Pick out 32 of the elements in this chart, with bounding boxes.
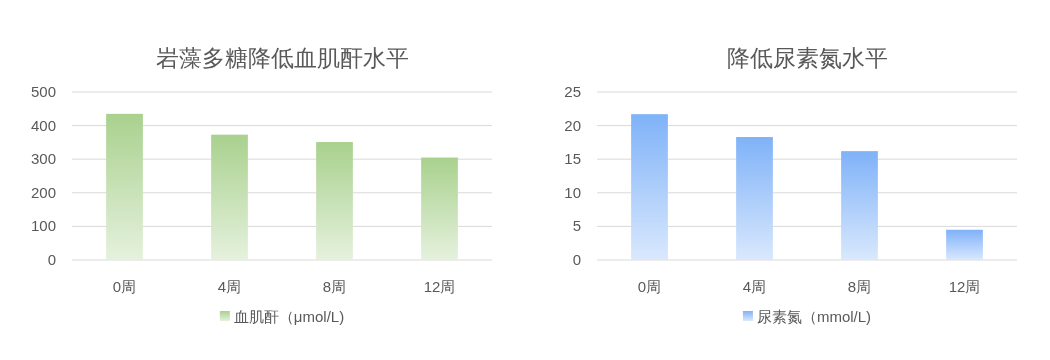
chart-title: 岩藻多糖降低血肌酐水平 (155, 45, 409, 71)
y-tick-label: 0 (572, 251, 581, 268)
y-tick-label: 200 (30, 183, 56, 201)
bar (211, 134, 248, 260)
y-tick-label: 400 (30, 116, 56, 134)
y-tick-label: 5 (572, 217, 581, 235)
y-tick-label: 500 (30, 83, 56, 100)
bar (736, 137, 773, 260)
x-tick-label: 4周 (217, 278, 242, 295)
legend-label: 血肌酐（μmol/L) (233, 308, 345, 325)
bar (106, 113, 143, 260)
y-tick-label: 300 (30, 150, 56, 168)
y-tick-label: 15 (564, 150, 581, 168)
y-tick-label: 0 (47, 251, 56, 268)
bar (946, 229, 983, 260)
x-tick-label: 8周 (847, 278, 872, 295)
x-tick-label: 8周 (322, 278, 347, 295)
y-tick-label: 25 (564, 83, 581, 100)
y-tick-label: 100 (30, 217, 56, 235)
bar (841, 151, 878, 260)
x-tick-label: 0周 (637, 278, 662, 295)
x-tick-label: 0周 (112, 278, 137, 295)
bar (316, 142, 353, 260)
bar (631, 114, 668, 260)
y-tick-label: 20 (564, 116, 581, 134)
x-tick-label: 12周 (948, 278, 981, 295)
y-tick-label: 10 (564, 183, 581, 201)
bar (421, 157, 458, 260)
x-tick-label: 12周 (423, 278, 456, 295)
legend-label: 尿素氮（mmol/L) (756, 308, 872, 325)
chart-title: 降低尿素氮水平 (726, 45, 888, 71)
x-tick-label: 4周 (742, 278, 767, 295)
